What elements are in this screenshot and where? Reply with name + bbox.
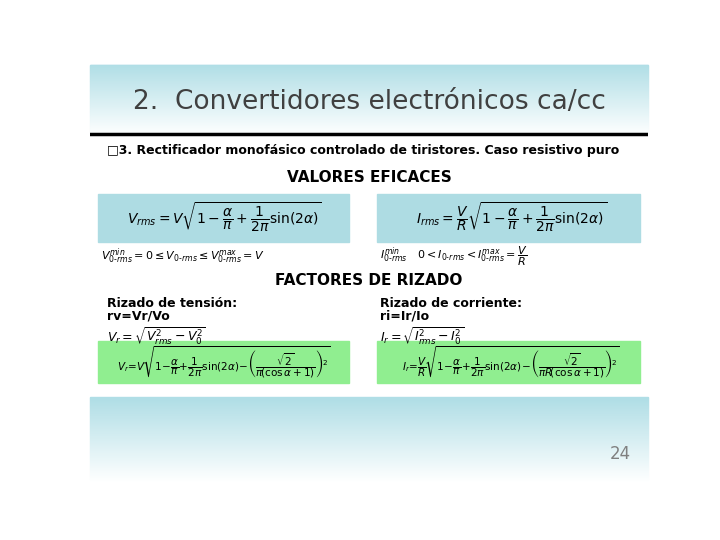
Text: $I_r\!=\!\dfrac{V}{R}\!\sqrt{1\!-\!\dfrac{\alpha}{\pi}\!+\!\dfrac{1}{2\pi}\mathr: $I_r\!=\!\dfrac{V}{R}\!\sqrt{1\!-\!\dfra… [402,345,620,380]
FancyBboxPatch shape [377,194,639,241]
FancyBboxPatch shape [377,341,639,383]
Text: Rizado de corriente:: Rizado de corriente: [380,298,522,310]
Text: FACTORES DE RIZADO: FACTORES DE RIZADO [275,273,463,288]
Text: 24: 24 [610,444,631,463]
Text: $V_r\!=\!V\!\sqrt{1\!-\!\dfrac{\alpha}{\pi}\!+\!\dfrac{1}{2\pi}\mathrm{sin}(2\al: $V_r\!=\!V\!\sqrt{1\!-\!\dfrac{\alpha}{\… [117,345,330,380]
Text: ri=Ir/Io: ri=Ir/Io [380,310,429,323]
Text: 2.  Convertidores electrónicos ca/cc: 2. Convertidores electrónicos ca/cc [132,89,606,115]
Text: $V_{rms} = V\sqrt{1 - \dfrac{\alpha}{\pi} + \dfrac{1}{2\pi}\sin\!\left(2\alpha\r: $V_{rms} = V\sqrt{1 - \dfrac{\alpha}{\pi… [127,200,321,234]
Text: $V_r = \sqrt{V_{rms}^2 - V_0^2}$: $V_r = \sqrt{V_{rms}^2 - V_0^2}$ [107,325,206,347]
Text: $I_r = \sqrt{I_{rms}^2 - I_0^2}$: $I_r = \sqrt{I_{rms}^2 - I_0^2}$ [380,325,464,347]
Text: Rizado de tensión:: Rizado de tensión: [107,298,237,310]
FancyBboxPatch shape [99,194,349,241]
Text: VALORES EFICACES: VALORES EFICACES [287,170,451,185]
Text: rv=Vr/Vo: rv=Vr/Vo [107,310,169,323]
FancyBboxPatch shape [99,341,349,383]
Text: $I_{0\text{-}rms}^{min} \quad 0 < I_{0\text{-}rms} < I_{0\text{-}rms}^{max} = \d: $I_{0\text{-}rms}^{min} \quad 0 < I_{0\t… [380,244,528,268]
Text: $V_{0\text{-}rms}^{min} = 0 \leq V_{0\text{-}rms} \leq V_{0\text{-}rms}^{max} = : $V_{0\text{-}rms}^{min} = 0 \leq V_{0\te… [101,246,265,266]
Text: □3. Rectificador monofásico controlado de tiristores. Caso resistivo puro: □3. Rectificador monofásico controlado d… [107,144,619,157]
Bar [90,136,648,397]
Text: $I_{rms} = \dfrac{V}{R}\sqrt{1 - \dfrac{\alpha}{\pi} + \dfrac{1}{2\pi}\sin\!\lef: $I_{rms} = \dfrac{V}{R}\sqrt{1 - \dfrac{… [415,200,607,234]
